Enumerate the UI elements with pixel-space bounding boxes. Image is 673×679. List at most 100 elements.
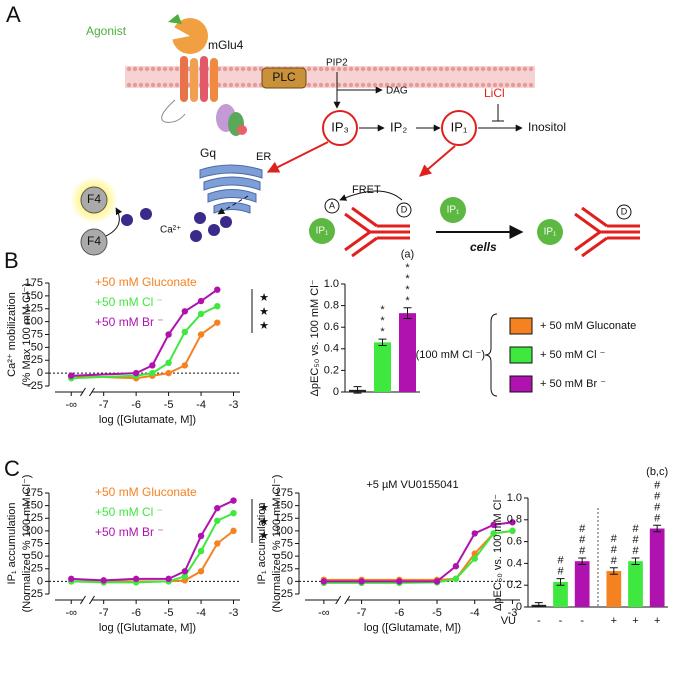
- data-point: [165, 369, 172, 377]
- data-point: [197, 297, 205, 305]
- series-line: [323, 529, 513, 581]
- data-point: [214, 286, 221, 293]
- data-point: [181, 308, 189, 315]
- data-point: [132, 369, 140, 377]
- y-tick-label: 0: [37, 367, 43, 379]
- series-line: [71, 530, 235, 583]
- y-tick-label: 1.0: [507, 492, 522, 504]
- error-bar: [578, 557, 587, 565]
- y-tick-label: 150: [25, 500, 43, 512]
- panel-label: A: [6, 2, 21, 27]
- x-tick-label: -: [580, 615, 584, 627]
- y-tick-label: 0.6: [324, 321, 339, 333]
- x-tick-label: -: [537, 615, 541, 627]
- y-tick-label: -25: [27, 588, 43, 600]
- y-tick-label: 0: [516, 601, 522, 613]
- label: ER: [256, 151, 271, 163]
- y-tick-label: 0.2: [507, 579, 522, 591]
- y-tick-label: 0.4: [324, 343, 339, 355]
- data-point: [181, 573, 189, 580]
- label: D: [401, 204, 408, 214]
- x-tick-label: -∞: [65, 607, 77, 619]
- agonist: [168, 14, 182, 24]
- label: IP₁: [544, 227, 557, 238]
- x-tick-label: -4: [196, 399, 206, 411]
- axis-break: [335, 595, 351, 605]
- y-tick-label: 175: [275, 487, 293, 499]
- panel-labels: A B C: [4, 2, 21, 481]
- x-tick-label: -6: [394, 607, 404, 619]
- y-tick-label: 150: [275, 500, 293, 512]
- data-point: [100, 577, 107, 584]
- data-point: [149, 369, 156, 377]
- data-point: [197, 310, 205, 318]
- y-tick-label: 100: [25, 316, 43, 328]
- data-point: [181, 328, 189, 336]
- legend-label: +50 mM Gluconate: [95, 275, 197, 289]
- data-point: [452, 563, 460, 570]
- legend-label: +50 mM Gluconate: [95, 485, 197, 499]
- x-tick-label: -7: [99, 607, 109, 619]
- x-tick-label: -6: [131, 607, 141, 619]
- data-point: [320, 578, 328, 585]
- antibody: [344, 206, 410, 258]
- x-tick-label: -4: [470, 607, 480, 619]
- legend-label: +50 mM Br ⁻: [95, 525, 164, 539]
- x-tick-label: -∞: [65, 399, 77, 411]
- membrane-lipids: [125, 66, 535, 88]
- label: mGlu4: [208, 38, 244, 52]
- y-tick-label: 0.8: [324, 300, 339, 312]
- x-tick-label: -7: [357, 607, 367, 619]
- annotation: (b,c): [646, 466, 668, 478]
- data-point: [471, 555, 478, 562]
- error-bar: [631, 557, 640, 565]
- y-tick-label: 175: [25, 487, 43, 499]
- label: F4: [87, 234, 101, 248]
- label: Agonist: [86, 24, 127, 38]
- y-axis-title: ΔpEC₅₀ vs. 100 mM Cl⁻: [492, 494, 504, 611]
- panel-label: B: [4, 248, 19, 273]
- error-bar: [556, 578, 565, 586]
- pathway-diagram: Agonist mGlu4 Gq PLC PIP2 DAG IP₃ IP₂ IP…: [70, 14, 640, 258]
- chart-title: +5 µM VU0155041: [366, 479, 458, 491]
- error-bar: [403, 307, 412, 320]
- legend-label: + 50 mM Cl ⁻: [540, 349, 606, 361]
- axis-break: [80, 387, 95, 397]
- bar-label: * * *: [380, 304, 385, 338]
- y-tick-label: 125: [25, 512, 43, 524]
- label: cells: [470, 240, 497, 254]
- y-tick-label: 1.0: [324, 278, 339, 290]
- axis-break: [80, 595, 95, 605]
- label: A: [329, 200, 335, 210]
- label: DAG: [386, 86, 408, 97]
- y-tick-label: 0.2: [324, 364, 339, 376]
- x-tick-label: -5: [164, 607, 174, 619]
- label: PIP2: [326, 58, 348, 69]
- y-axis-title: (% Max 100 mM Cl⁻): [21, 283, 33, 386]
- x-tick-label: +: [611, 615, 617, 627]
- arrow: [217, 195, 249, 215]
- data-point: [197, 547, 205, 555]
- data-point: [165, 359, 172, 367]
- bar: [606, 571, 622, 607]
- y-tick-label: 175: [25, 277, 43, 289]
- data-point: [214, 504, 221, 512]
- data-point: [490, 530, 497, 537]
- data-point: [214, 319, 221, 326]
- error-bar: [353, 386, 362, 394]
- label: IP₁: [316, 226, 329, 237]
- bar-label: # #: [557, 555, 564, 578]
- arrow: [419, 145, 456, 177]
- y-tick-label: -25: [27, 380, 43, 392]
- y-tick-label: 100: [25, 525, 43, 537]
- bar-label: # # #: [579, 523, 586, 557]
- data-point: [214, 540, 221, 547]
- y-tick-label: 0: [287, 575, 293, 587]
- data-point: [358, 578, 365, 585]
- y-axis-title: Ca²⁺ mobilization: [6, 292, 18, 377]
- x-axis-title: log ([Glutamate, M]): [99, 414, 196, 426]
- y-tick-label: 25: [31, 563, 43, 575]
- significance: ★ ★ ★: [259, 502, 269, 542]
- y-tick-label: 75: [281, 537, 293, 549]
